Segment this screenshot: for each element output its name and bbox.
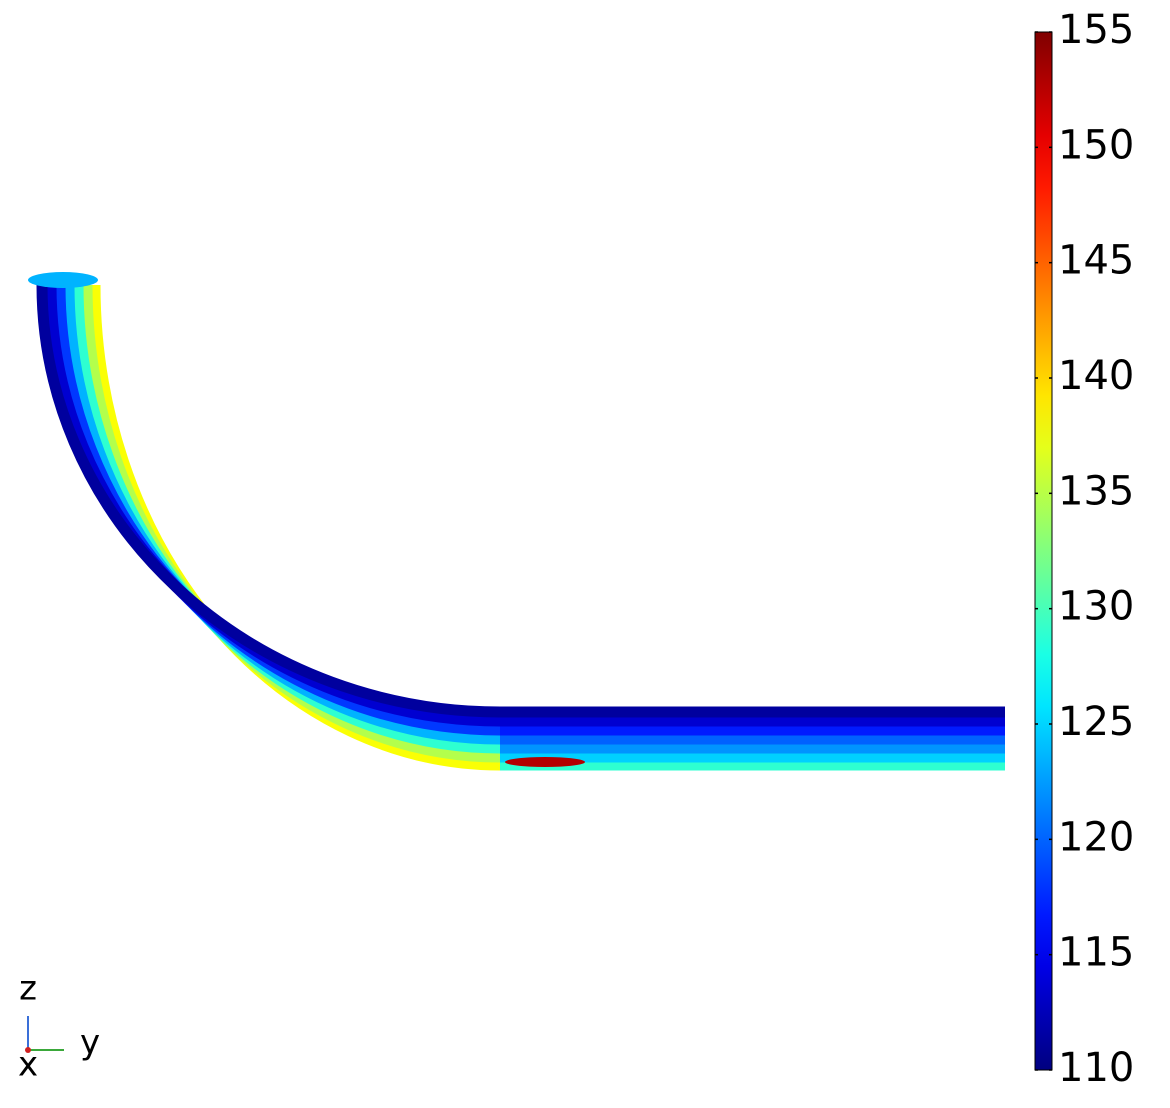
- colorbar-tick-label: 115: [1058, 930, 1134, 976]
- colorbar-tick-label: 130: [1058, 584, 1134, 630]
- pipe-band: [36, 284, 501, 718]
- triad-label-x: x: [18, 1045, 38, 1085]
- colorbar-tick-label: 120: [1058, 814, 1134, 860]
- colorbar: [1034, 31, 1053, 1071]
- colorbar-tick-label: 140: [1058, 353, 1134, 399]
- axis-triad: z y x: [18, 969, 100, 1085]
- pipe-hotspot: [505, 757, 585, 767]
- colorbar-tick-label: 110: [1058, 1045, 1134, 1091]
- colorbar-tick-label: 135: [1058, 468, 1134, 514]
- colorbar-tick-label: 125: [1058, 699, 1134, 745]
- colorbar-group: 110 115 120 125 130 135 140 145 150 155: [1034, 7, 1134, 1091]
- triad-label-y: y: [80, 1023, 100, 1063]
- colorbar-tick-label: 155: [1058, 7, 1134, 53]
- pipe: [28, 272, 1005, 771]
- triad-label-z: z: [19, 969, 37, 1009]
- colorbar-tick-label: 150: [1058, 122, 1134, 168]
- pipe-opening: [28, 272, 98, 288]
- triad-x: [25, 1047, 31, 1053]
- colorbar-tick-label: 145: [1058, 238, 1134, 284]
